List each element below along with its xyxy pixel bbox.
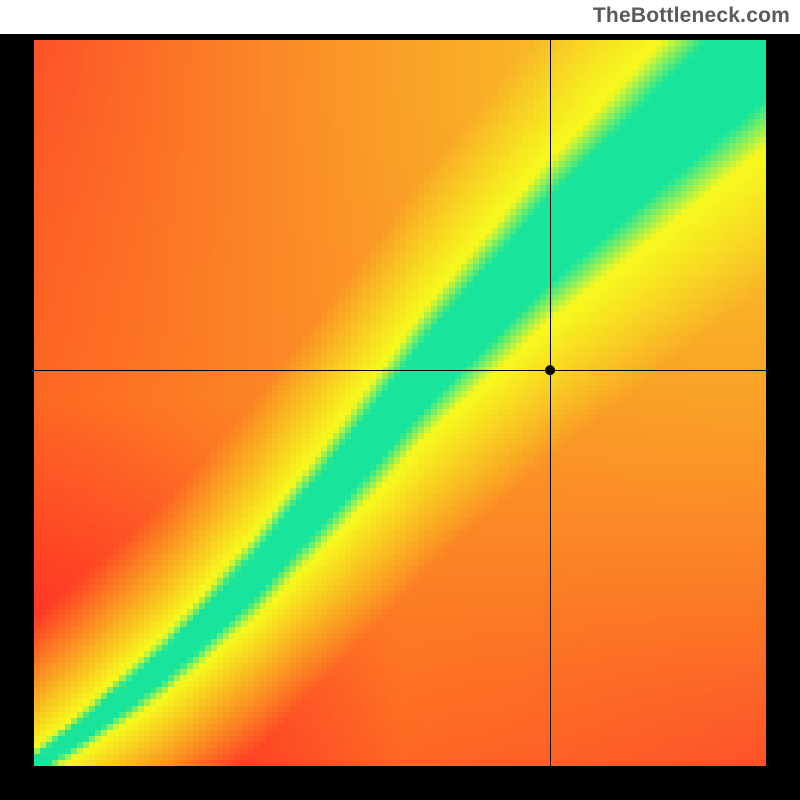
chart-container: TheBottleneck.com [0, 0, 800, 800]
watermark-text: TheBottleneck.com [593, 4, 790, 28]
bottleneck-heatmap [0, 0, 800, 800]
